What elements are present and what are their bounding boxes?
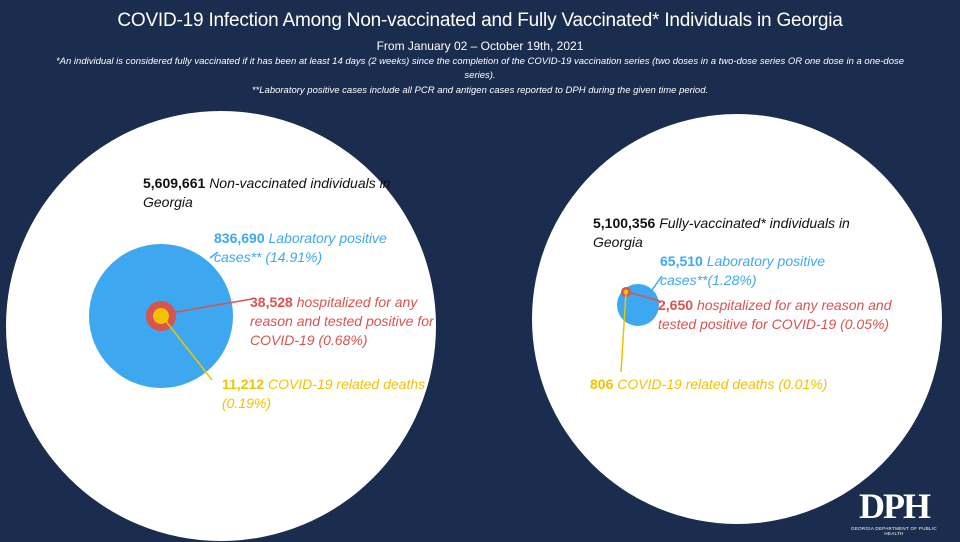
dph-logo-mark: DPH bbox=[859, 486, 931, 526]
vax-cases-leader bbox=[651, 275, 663, 291]
nonvax-hosp-leader bbox=[169, 298, 253, 314]
vax-hospitalized-label: 2,650 hospitalized for any reason and te… bbox=[658, 297, 892, 332]
nonvax-deaths-label: 11,212 COVID-19 related deaths (0.19%) bbox=[222, 376, 426, 411]
nonvax-hospitalized-value: 38,528 bbox=[250, 294, 293, 310]
page-title: COVID-19 Infection Among Non-vaccinated … bbox=[117, 10, 843, 31]
vax-cases-value: 65,510 bbox=[660, 253, 703, 269]
vaccinated-definition-note: *An individual is considered fully vacci… bbox=[55, 56, 905, 81]
vax-cases-label: 65,510 Laboratory positive cases**(1.28%… bbox=[660, 253, 826, 288]
dph-logo: DPH GEORGIA DEPARTMENT OF PUBLIC HEALTH bbox=[848, 488, 940, 536]
nonvax-population-label: 5,609,661 Non-vaccinated individuals in … bbox=[143, 175, 391, 210]
vax-deaths-label: 806 COVID-19 related deaths (0.01%) bbox=[590, 376, 828, 392]
vax-population-circle bbox=[532, 114, 942, 524]
nonvax-cases-label: 836,690 Laboratory positive cases** (14.… bbox=[214, 230, 387, 265]
nonvax-cases-value: 836,690 bbox=[214, 230, 265, 246]
vax-population-value: 5,100,356 bbox=[593, 215, 656, 231]
vax-population-label: 5,100,356 Fully-vaccinated* individuals … bbox=[593, 215, 850, 250]
nonvax-deaths-value: 11,212 bbox=[222, 376, 265, 392]
nonvax-population-value: 5,609,661 bbox=[143, 175, 206, 191]
lab-cases-note: **Laboratory positive cases include all … bbox=[251, 85, 709, 96]
date-range: From January 02 – October 19th, 2021 bbox=[376, 39, 584, 53]
vax-deaths-leader bbox=[620, 291, 627, 373]
dph-logo-text: GEORGIA DEPARTMENT OF PUBLIC HEALTH bbox=[851, 526, 937, 536]
vax-hosp-leader bbox=[627, 291, 661, 302]
vax-deaths-value: 806 bbox=[590, 376, 614, 392]
nonvax-deaths-leader bbox=[164, 319, 213, 381]
vax-hospitalized-value: 2,650 bbox=[658, 297, 694, 313]
nonvax-cases-leader bbox=[209, 251, 219, 259]
nonvax-hospitalized-label: 38,528 hospitalized for any reason and t… bbox=[250, 294, 434, 348]
